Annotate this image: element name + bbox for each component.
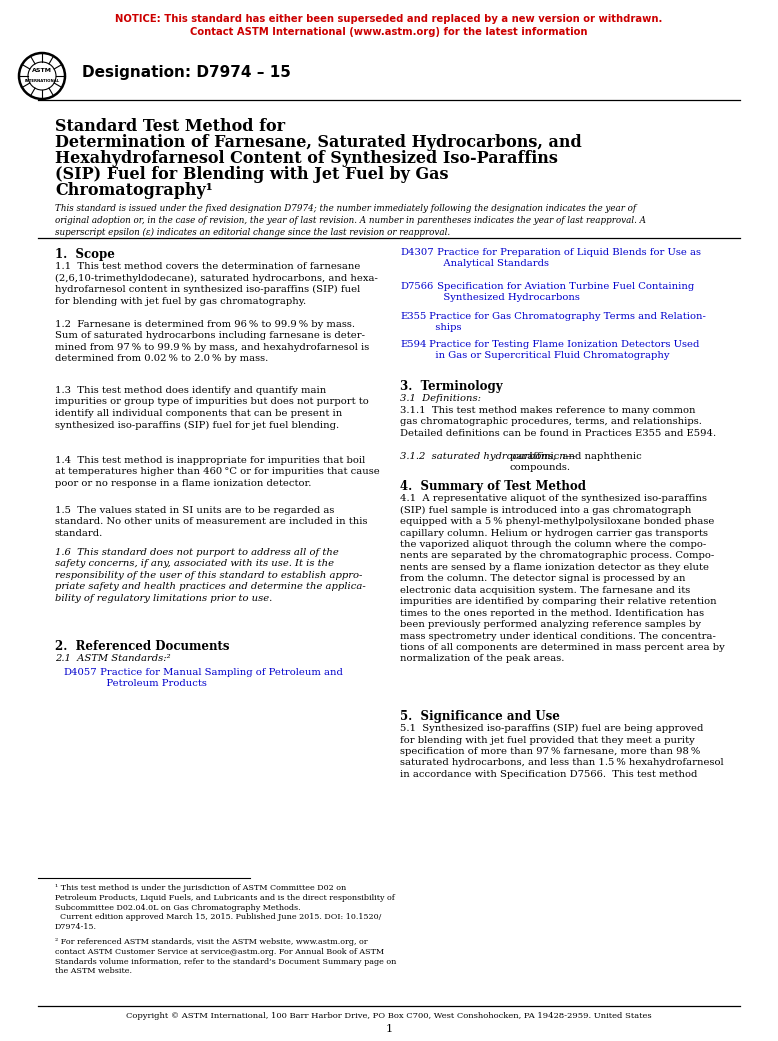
Text: D7566: D7566 — [400, 282, 433, 291]
Text: ASTM: ASTM — [32, 68, 52, 73]
Text: (SIP) Fuel for Blending with Jet Fuel by Gas: (SIP) Fuel for Blending with Jet Fuel by… — [55, 166, 448, 183]
Text: Practice for Manual Sampling of Petroleum and
   Petroleum Products: Practice for Manual Sampling of Petroleu… — [97, 668, 343, 688]
Text: This standard is issued under the fixed designation D7974; the number immediatel: This standard is issued under the fixed … — [55, 204, 646, 236]
Text: paraffinic and naphthenic
compounds.: paraffinic and naphthenic compounds. — [510, 452, 642, 473]
Text: 2.  Referenced Documents: 2. Referenced Documents — [55, 640, 230, 653]
Text: Determination of Farnesane, Saturated Hydrocarbons, and: Determination of Farnesane, Saturated Hy… — [55, 134, 582, 151]
Text: 3.1.1  This test method makes reference to many common
gas chromatographic proce: 3.1.1 This test method makes reference t… — [400, 406, 716, 438]
Text: 3.  Terminology: 3. Terminology — [400, 380, 503, 393]
Text: 3.1.2  saturated hydrocarbons, n—: 3.1.2 saturated hydrocarbons, n— — [400, 452, 576, 461]
Text: Designation: D7974 – 15: Designation: D7974 – 15 — [82, 65, 291, 80]
Text: 4.  Summary of Test Method: 4. Summary of Test Method — [400, 480, 586, 493]
Text: Hexahydrofarnesol Content of Synthesized Iso-Paraffins: Hexahydrofarnesol Content of Synthesized… — [55, 150, 558, 167]
Text: 1.4  This test method is inappropriate for impurities that boil
at temperatures : 1.4 This test method is inappropriate fo… — [55, 456, 380, 488]
Text: Practice for Gas Chromatography Terms and Relation-
   ships: Practice for Gas Chromatography Terms an… — [426, 312, 706, 332]
Text: 5.1  Synthesized iso-paraffins (SIP) fuel are being approved
for blending with j: 5.1 Synthesized iso-paraffins (SIP) fuel… — [400, 723, 724, 779]
Text: 1.  Scope: 1. Scope — [55, 248, 115, 261]
Text: E594: E594 — [400, 340, 426, 349]
Text: 3.1  Definitions:: 3.1 Definitions: — [400, 393, 481, 403]
Text: 1.5  The values stated in SI units are to be regarded as
standard. No other unit: 1.5 The values stated in SI units are to… — [55, 506, 367, 538]
Text: Specification for Aviation Turbine Fuel Containing
   Synthesized Hydrocarbons: Specification for Aviation Turbine Fuel … — [434, 282, 694, 303]
Text: INTERNATIONAL: INTERNATIONAL — [24, 79, 60, 83]
Text: Practice for Preparation of Liquid Blends for Use as
   Analytical Standards: Practice for Preparation of Liquid Blend… — [434, 248, 701, 269]
Text: 1.2  Farnesane is determined from 96 % to 99.9 % by mass.
Sum of saturated hydro: 1.2 Farnesane is determined from 96 % to… — [55, 320, 370, 363]
Text: 2.1  ASTM Standards:²: 2.1 ASTM Standards:² — [55, 654, 170, 663]
Text: E355: E355 — [400, 312, 426, 321]
Text: 1: 1 — [385, 1024, 393, 1034]
Text: Standard Test Method for: Standard Test Method for — [55, 118, 285, 135]
Text: D4057: D4057 — [63, 668, 96, 677]
Text: ¹ This test method is under the jurisdiction of ASTM Committee D02 on
Petroleum : ¹ This test method is under the jurisdic… — [55, 884, 394, 932]
Text: 4.1  A representative aliquot of the synthesized iso-paraffins
(SIP) fuel sample: 4.1 A representative aliquot of the synt… — [400, 494, 725, 663]
Text: D4307: D4307 — [400, 248, 433, 257]
Text: Copyright © ASTM International, 100 Barr Harbor Drive, PO Box C700, West Conshoh: Copyright © ASTM International, 100 Barr… — [126, 1012, 652, 1020]
Text: Contact ASTM International (www.astm.org) for the latest information: Contact ASTM International (www.astm.org… — [191, 27, 587, 37]
Text: 1.1  This test method covers the determination of farnesane
(2,6,10-trimethyldod: 1.1 This test method covers the determin… — [55, 262, 378, 306]
Text: 5.  Significance and Use: 5. Significance and Use — [400, 710, 560, 723]
Text: NOTICE: This standard has either been superseded and replaced by a new version o: NOTICE: This standard has either been su… — [115, 14, 663, 24]
Text: ² For referenced ASTM standards, visit the ASTM website, www.astm.org, or
contac: ² For referenced ASTM standards, visit t… — [55, 938, 396, 975]
Text: 1.6  This standard does not purport to address all of the
safety concerns, if an: 1.6 This standard does not purport to ad… — [55, 548, 366, 603]
Text: 1.3  This test method does identify and quantify main
impurities or group type o: 1.3 This test method does identify and q… — [55, 386, 369, 430]
Text: Practice for Testing Flame Ionization Detectors Used
   in Gas or Supercritical : Practice for Testing Flame Ionization De… — [426, 340, 699, 360]
Text: Chromatography¹: Chromatography¹ — [55, 182, 212, 199]
